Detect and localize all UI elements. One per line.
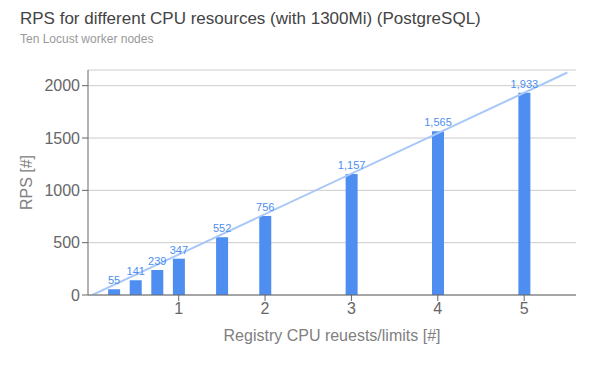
svg-text:347: 347 xyxy=(170,244,188,256)
svg-text:1,565: 1,565 xyxy=(424,116,452,128)
html-text:RPS for different CPU resource: RPS for different CPU resources (with 13… xyxy=(20,9,481,28)
svg-text:756: 756 xyxy=(256,201,274,213)
svg-text:1000: 1000 xyxy=(44,182,80,199)
svg-text:2000: 2000 xyxy=(44,77,80,94)
svg-text:1500: 1500 xyxy=(44,130,80,147)
svg-text:Registry CPU reuests/limits [#: Registry CPU reuests/limits [#] xyxy=(224,327,441,344)
svg-text:0: 0 xyxy=(71,287,80,304)
svg-text:500: 500 xyxy=(53,234,80,251)
svg-text:141: 141 xyxy=(127,265,145,277)
svg-text:2: 2 xyxy=(261,300,270,317)
svg-text:1: 1 xyxy=(174,300,183,317)
svg-text:552: 552 xyxy=(213,222,231,234)
svg-text:3: 3 xyxy=(347,300,356,317)
html-text:Ten Locust worker nodes: Ten Locust worker nodes xyxy=(20,32,154,46)
svg-text:1,933: 1,933 xyxy=(511,78,539,90)
svg-text:55: 55 xyxy=(108,274,120,286)
svg-text:239: 239 xyxy=(148,255,166,267)
svg-text:4: 4 xyxy=(433,300,442,317)
svg-text:5: 5 xyxy=(520,300,529,317)
svg-text:1,157: 1,157 xyxy=(338,159,366,171)
svg-text:RPS [#]: RPS [#] xyxy=(18,155,35,210)
